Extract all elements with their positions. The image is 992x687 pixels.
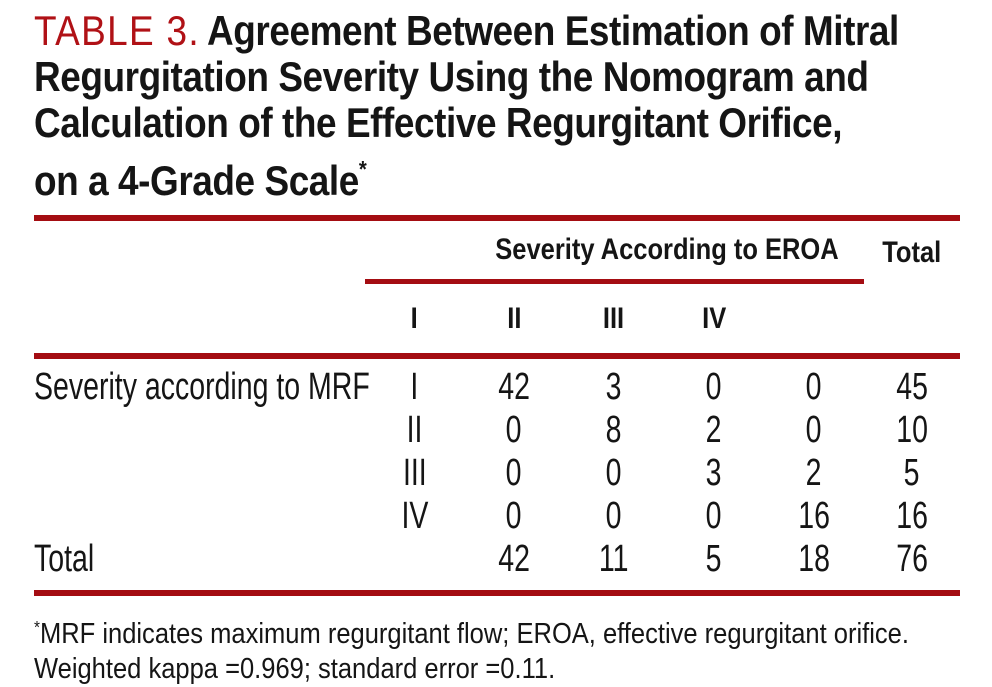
total-column-header: Total xyxy=(864,221,960,284)
row-IV-label: IV xyxy=(401,495,428,537)
title-line-3: Calculation of the Effective Regurgitant… xyxy=(34,100,849,146)
cell-II-III: 2 xyxy=(706,409,722,451)
cell-II-IV: 0 xyxy=(806,409,822,451)
totals-row-label: Total xyxy=(34,538,95,580)
cell-I-III: 0 xyxy=(706,366,722,408)
row-I-label: I xyxy=(410,366,419,408)
table-header-spanner-row: Severity According to EROA Total xyxy=(34,221,960,284)
title-line-2: Regurgitation Severity Using the Nomogra… xyxy=(34,54,869,100)
footnote-line-1: *MRF indicates maximum regurgitant flow;… xyxy=(34,610,909,652)
table-body: Severity according to MRF I 42 3 0 0 45 … xyxy=(34,366,960,581)
cell-IV-II: 0 xyxy=(606,495,622,537)
table-header-grades-row: I II III IV xyxy=(34,284,960,353)
cell-total-IV: 18 xyxy=(798,538,830,580)
cell-II-I: 0 xyxy=(506,409,522,451)
col-header-III: III xyxy=(564,284,664,353)
cell-III-IV: 2 xyxy=(806,452,822,494)
col-header-IV-label: IV xyxy=(701,301,727,335)
cell-total-total: 76 xyxy=(896,538,928,580)
row-II-label: II xyxy=(406,409,423,451)
col-header-II-label: II xyxy=(506,301,522,335)
table-footnote: *MRF indicates maximum regurgitant flow;… xyxy=(34,610,960,687)
title-line-1: TABLE 3. Agreement Between Estimation of … xyxy=(34,7,899,54)
cell-I-I: 42 xyxy=(498,366,530,408)
paper-table-panel: TABLE 3. Agreement Between Estimation of … xyxy=(34,8,960,687)
footnote-text-2: Weighted kappa =0.969; standard error =0… xyxy=(34,653,556,685)
cell-III-III: 3 xyxy=(706,452,722,494)
row-stub-label: Severity according to MRF xyxy=(34,366,370,408)
footnote-line-2: Weighted kappa =0.969; standard error =0… xyxy=(34,652,849,687)
cell-total-I: 42 xyxy=(498,538,530,580)
cell-IV-III: 0 xyxy=(706,495,722,537)
title-footnote-marker: * xyxy=(358,156,367,182)
table-title: TABLE 3. Agreement Between Estimation of … xyxy=(34,8,960,204)
col-header-II: II xyxy=(464,284,564,353)
spacer-cell xyxy=(34,495,365,538)
footnote-marker: * xyxy=(34,617,40,637)
cell-III-II: 0 xyxy=(606,452,622,494)
title-line-4: on a 4-Grade Scale* xyxy=(34,146,849,204)
spacer-cell xyxy=(34,452,365,495)
total-header-label: Total xyxy=(882,235,942,269)
row-III-label: III xyxy=(402,452,427,494)
cell-IV-I: 0 xyxy=(506,495,522,537)
col-header-IV: IV xyxy=(664,284,764,353)
spanner-header-label: Severity According to EROA xyxy=(495,233,839,266)
spacer-cell xyxy=(365,538,464,581)
cell-II-II: 8 xyxy=(606,409,622,451)
title-text-1: Agreement Between Estimation of Mitral xyxy=(207,7,899,54)
mid-rule xyxy=(34,353,960,359)
col-header-III-label: III xyxy=(603,301,625,335)
cell-III-total: 5 xyxy=(904,452,920,494)
title-text-3: Calculation of the Effective Regurgitant… xyxy=(34,99,843,146)
title-text-2: Regurgitation Severity Using the Nomogra… xyxy=(34,53,869,100)
cell-IV-IV: 16 xyxy=(798,495,830,537)
footnote-text-1: MRF indicates maximum regurgitant flow; … xyxy=(39,618,909,650)
cell-IV-total: 16 xyxy=(896,495,928,537)
spacer-cell xyxy=(34,409,365,452)
bottom-rule xyxy=(34,590,960,596)
cell-total-II: 11 xyxy=(599,538,629,580)
col-header-I-label: I xyxy=(410,301,419,335)
cell-II-total: 10 xyxy=(896,409,928,451)
cell-I-total: 45 xyxy=(896,366,928,408)
top-rule xyxy=(34,215,960,221)
spanner-header-cell: Severity According to EROA xyxy=(365,221,864,284)
title-text-4: on a 4-Grade Scale xyxy=(34,157,359,204)
cell-I-II: 3 xyxy=(606,366,622,408)
cell-III-I: 0 xyxy=(506,452,522,494)
cell-total-III: 5 xyxy=(706,538,722,580)
cell-I-IV: 0 xyxy=(806,366,822,408)
col-header-I: I xyxy=(365,284,464,353)
table-number-label: TABLE 3. xyxy=(34,7,201,54)
